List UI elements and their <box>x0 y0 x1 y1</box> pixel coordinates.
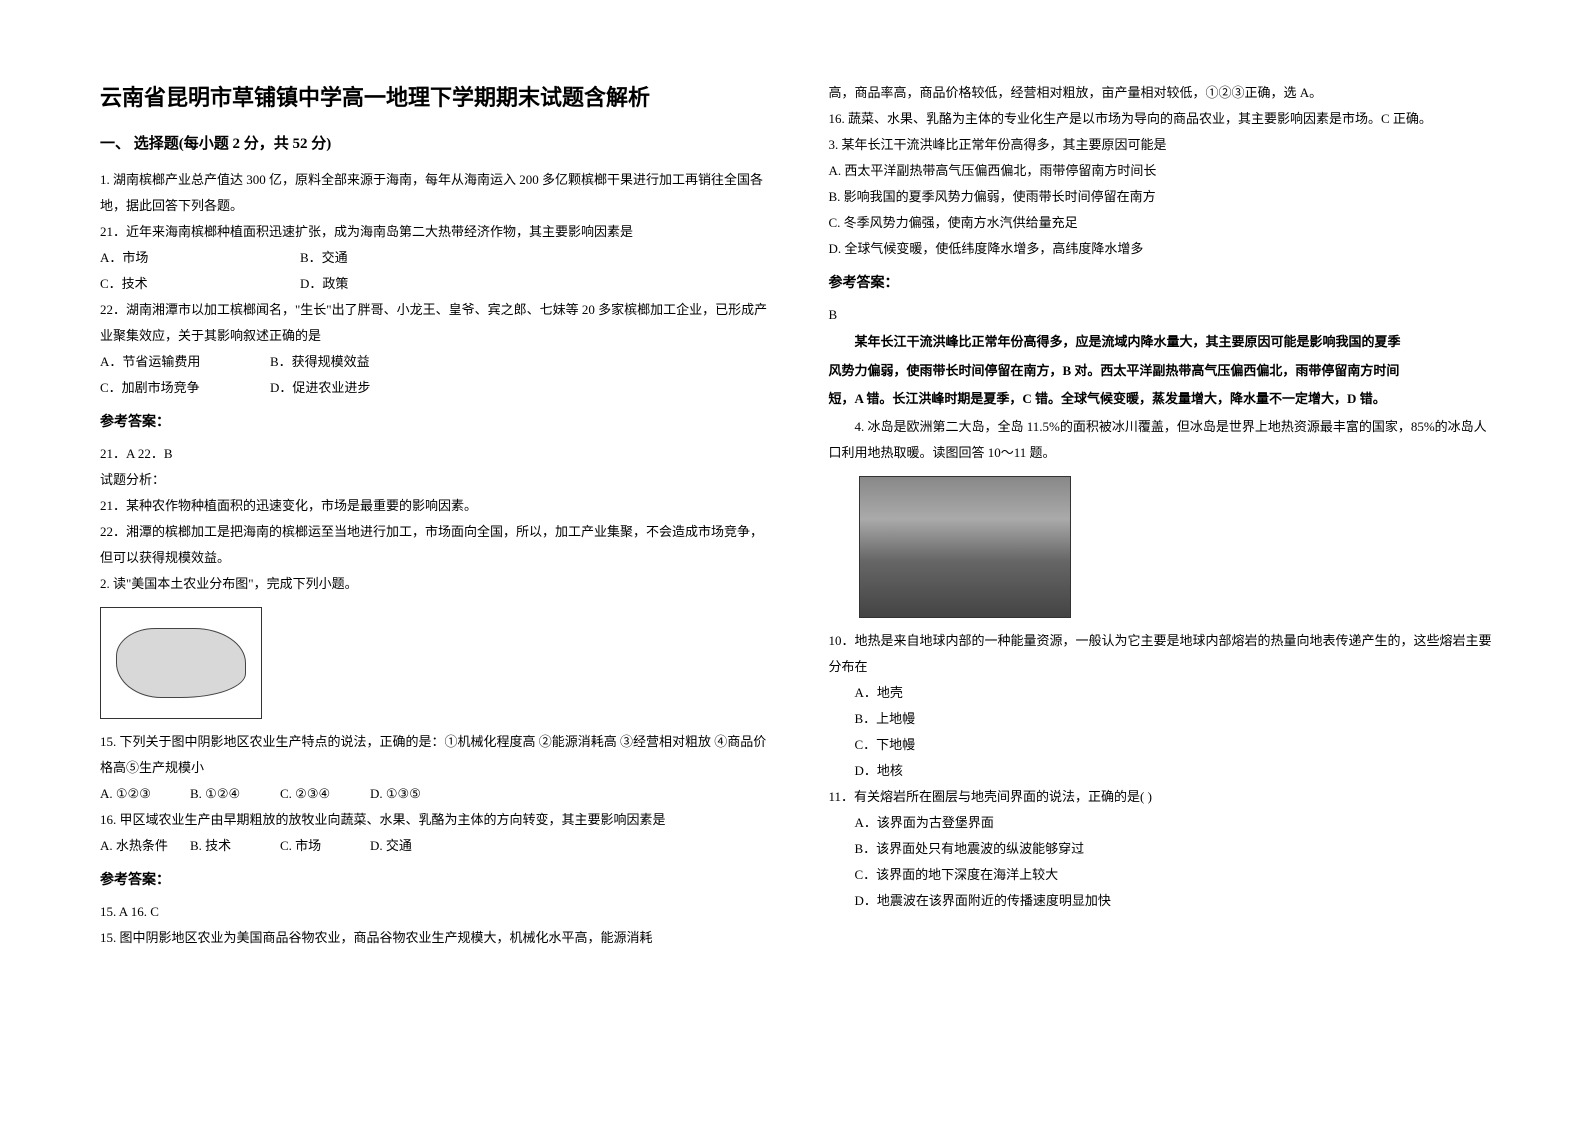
answer-heading-2: 参考答案： <box>100 869 769 889</box>
q16-opt-c: C. 市场 <box>280 833 370 859</box>
q3-answer: B <box>829 302 1498 328</box>
q3-opt-c: C. 冬季风势力偏强，使南方水汽供给量充足 <box>829 210 1498 236</box>
right-column: 高，商品率高，商品价格较低，经营相对粗放，亩产量相对较低，①②③正确，选 A。 … <box>829 80 1498 951</box>
q21-options-row2: C．技术 D．政策 <box>100 271 769 297</box>
q3-analysis-line1: 某年长江干流洪峰比正常年份高得多，应是流域内降水量大，其主要原因可能是影响我国的… <box>829 328 1498 357</box>
q3-opt-d: D. 全球气候变暖，使低纬度降水增多，高纬度降水增多 <box>829 236 1498 262</box>
q4-intro: 4. 冰岛是欧洲第二大岛，全岛 11.5%的面积被冰川覆盖，但冰岛是世界上地热资… <box>829 414 1498 466</box>
q11-opt-a: A．该界面为古登堡界面 <box>829 810 1498 836</box>
q2-intro: 2. 读"美国本土农业分布图"，完成下列小题。 <box>100 571 769 597</box>
q10-opt-d: D．地核 <box>829 758 1498 784</box>
col2-continuation: 高，商品率高，商品价格较低，经营相对粗放，亩产量相对较低，①②③正确，选 A。 <box>829 80 1498 106</box>
q21-options-row1: A．市场 B．交通 <box>100 245 769 271</box>
q11-text: 11．有关熔岩所在圈层与地壳间界面的说法，正确的是( ) <box>829 784 1498 810</box>
q22-opt-a: A．节省运输费用 <box>100 349 270 375</box>
answer-heading-1: 参考答案： <box>100 411 769 431</box>
q3-analysis-line2: 风势力偏弱，使雨带长时间停留在南方，B 对。西太平洋副热带高气压偏西偏北，雨带停… <box>829 357 1498 386</box>
q15-text: 15. 下列关于图中阴影地区农业生产特点的说法，正确的是：①机械化程度高 ②能源… <box>100 729 769 781</box>
iceland-image <box>859 476 1071 618</box>
q22-opt-d: D．促进农业进步 <box>270 375 370 401</box>
q15-opt-a: A. ①②③ <box>100 781 190 807</box>
q1-answer: 21．A 22．B <box>100 441 769 467</box>
q3-text: 3. 某年长江干流洪峰比正常年份高得多，其主要原因可能是 <box>829 132 1498 158</box>
usa-map-image <box>100 607 262 719</box>
q1-intro: 1. 湖南槟榔产业总产值达 300 亿，原料全部来源于海南，每年从海南运入 20… <box>100 167 769 219</box>
q21-opt-a: A．市场 <box>100 245 300 271</box>
q1-analysis-22: 22．湘潭的槟榔加工是把海南的槟榔运至当地进行加工，市场面向全国，所以，加工产业… <box>100 519 769 571</box>
q21-opt-c: C．技术 <box>100 271 300 297</box>
q16-options: A. 水热条件 B. 技术 C. 市场 D. 交通 <box>100 833 769 859</box>
q22-options-row1: A．节省运输费用 B．获得规模效益 <box>100 349 769 375</box>
q10-opt-b: B．上地幔 <box>829 706 1498 732</box>
q22-opt-b: B．获得规模效益 <box>270 349 370 375</box>
answer-heading-3: 参考答案： <box>829 272 1498 292</box>
q10-opt-a: A．地壳 <box>829 680 1498 706</box>
q15-opt-d: D. ①③⑤ <box>370 781 421 807</box>
document-title: 云南省昆明市草铺镇中学高一地理下学期期末试题含解析 <box>100 80 769 112</box>
q11-opt-c: C．该界面的地下深度在海洋上较大 <box>829 862 1498 888</box>
q10-text: 10．地热是来自地球内部的一种能量资源，一般认为它主要是地球内部熔岩的热量向地表… <box>829 628 1498 680</box>
q1-analysis-heading: 试题分析： <box>100 467 769 493</box>
q21-opt-d: D．政策 <box>300 271 348 297</box>
left-column: 云南省昆明市草铺镇中学高一地理下学期期末试题含解析 一、 选择题(每小题 2 分… <box>100 80 769 951</box>
q21-opt-b: B．交通 <box>300 245 348 271</box>
q1-analysis-21: 21．某种农作物种植面积的迅速变化，市场是最重要的影响因素。 <box>100 493 769 519</box>
q16-text: 16. 甲区域农业生产由早期粗放的放牧业向蔬菜、水果、乳酪为主体的方向转变，其主… <box>100 807 769 833</box>
q3-opt-a: A. 西太平洋副热带高气压偏西偏北，雨带停留南方时间长 <box>829 158 1498 184</box>
q22-opt-c: C．加剧市场竞争 <box>100 375 270 401</box>
q11-opt-d: D．地震波在该界面附近的传播速度明显加快 <box>829 888 1498 914</box>
q10-opt-c: C．下地幔 <box>829 732 1498 758</box>
q15-opt-b: B. ①②④ <box>190 781 280 807</box>
q2-analysis-15: 15. 图中阴影地区农业为美国商品谷物农业，商品谷物农业生产规模大，机械化水平高… <box>100 925 769 951</box>
col2-analysis-16: 16. 蔬菜、水果、乳酪为主体的专业化生产是以市场为导向的商品农业，其主要影响因… <box>829 106 1498 132</box>
q16-opt-b: B. 技术 <box>190 833 280 859</box>
q15-options: A. ①②③ B. ①②④ C. ②③④ D. ①③⑤ <box>100 781 769 807</box>
q15-opt-c: C. ②③④ <box>280 781 370 807</box>
q3-analysis-line3: 短，A 错。长江洪峰时期是夏季，C 错。全球气候变暖，蒸发量增大，降水量不一定增… <box>829 385 1498 414</box>
q22-options-row2: C．加剧市场竞争 D．促进农业进步 <box>100 375 769 401</box>
section1-heading: 一、 选择题(每小题 2 分，共 52 分) <box>100 132 769 153</box>
q16-opt-d: D. 交通 <box>370 833 412 859</box>
q2-answer: 15. A 16. C <box>100 899 769 925</box>
q3-opt-b: B. 影响我国的夏季风势力偏弱，使雨带长时间停留在南方 <box>829 184 1498 210</box>
q22-text: 22．湖南湘潭市以加工槟榔闻名，"生长"出了胖哥、小龙王、皇爷、宾之郎、七妹等 … <box>100 297 769 349</box>
page-container: 云南省昆明市草铺镇中学高一地理下学期期末试题含解析 一、 选择题(每小题 2 分… <box>0 0 1587 991</box>
q21-text: 21．近年来海南槟榔种植面积迅速扩张，成为海南岛第二大热带经济作物，其主要影响因… <box>100 219 769 245</box>
q11-opt-b: B．该界面处只有地震波的纵波能够穿过 <box>829 836 1498 862</box>
q16-opt-a: A. 水热条件 <box>100 833 190 859</box>
